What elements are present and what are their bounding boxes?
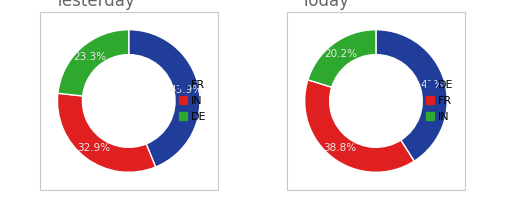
Text: 41%: 41% [421,80,444,89]
Wedge shape [308,30,376,87]
Text: 43.9%: 43.9% [170,85,203,95]
Text: Yesterday: Yesterday [54,0,134,10]
Text: 23.3%: 23.3% [73,52,106,62]
Text: 32.9%: 32.9% [77,143,110,153]
Wedge shape [305,80,414,172]
Wedge shape [129,30,200,167]
Wedge shape [58,93,156,172]
Legend: FR, IN, DE: FR, IN, DE [179,80,207,122]
Text: 20.2%: 20.2% [324,49,357,59]
Wedge shape [58,30,129,96]
Text: Today: Today [301,0,349,10]
Text: 38.8%: 38.8% [323,143,357,153]
Legend: DE, FR, IN: DE, FR, IN [426,80,454,122]
Wedge shape [376,30,447,161]
